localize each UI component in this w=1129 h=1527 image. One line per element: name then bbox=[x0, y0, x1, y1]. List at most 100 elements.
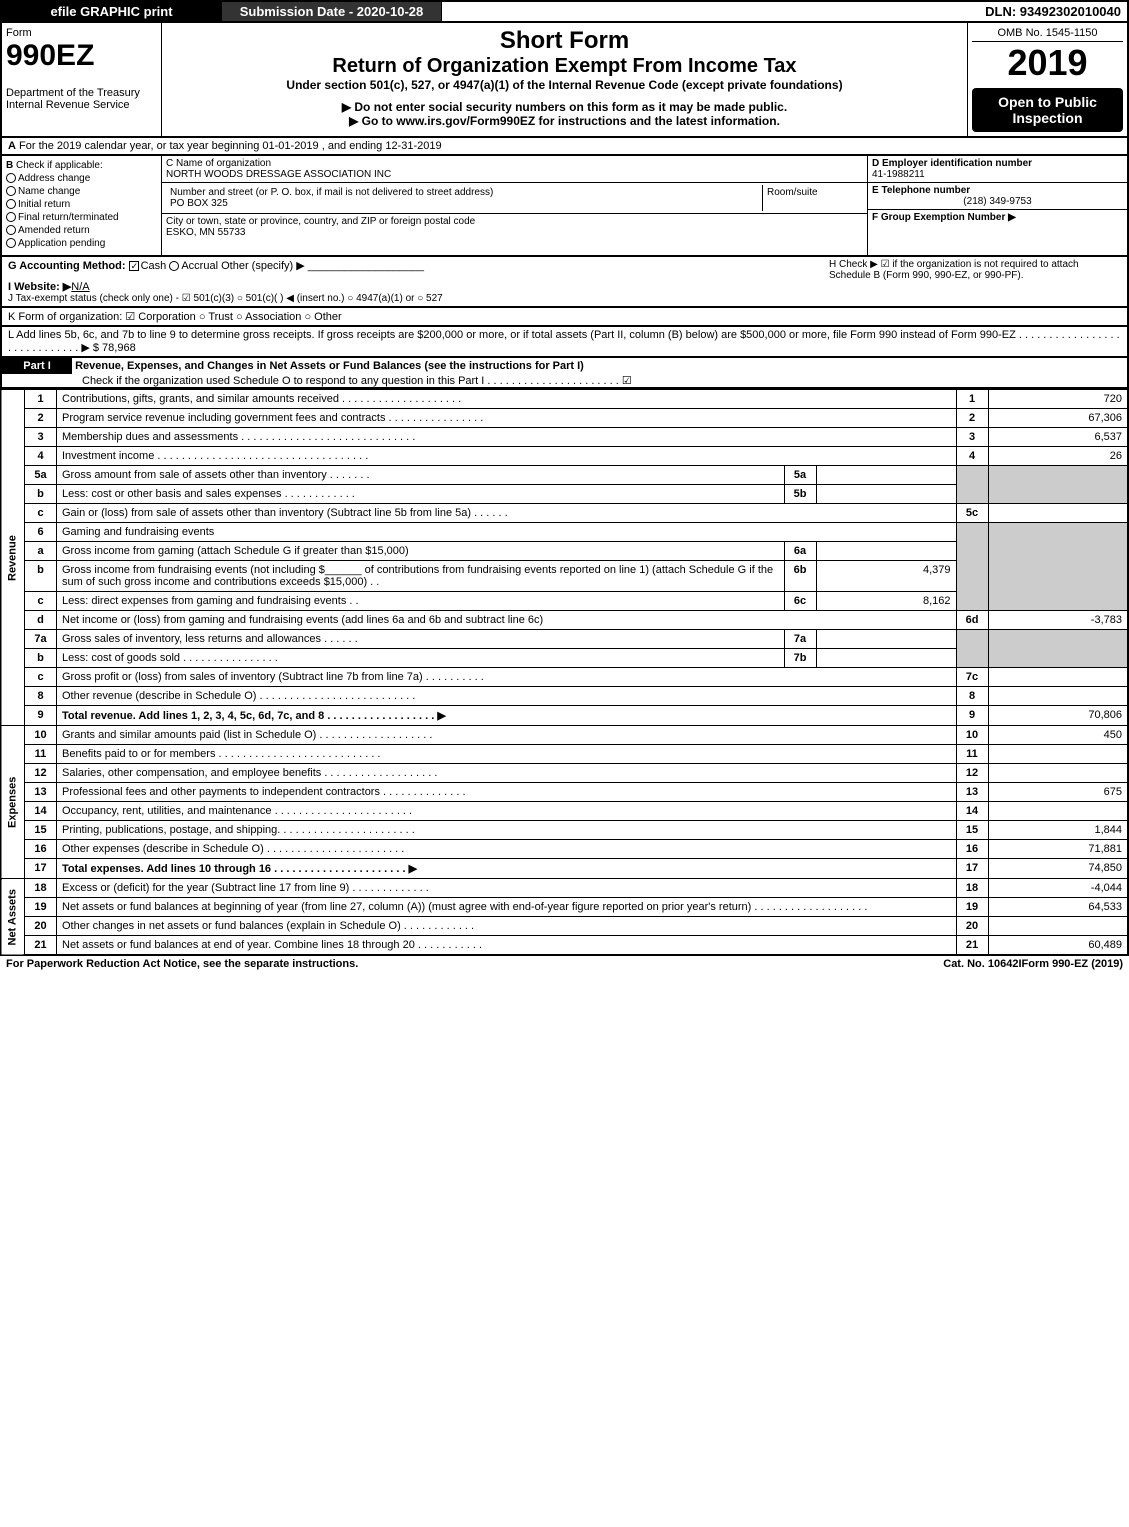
chk-accrual[interactable] bbox=[169, 261, 179, 271]
line-3-desc: Membership dues and assessments . . . . … bbox=[57, 428, 957, 447]
line-1-desc: Contributions, gifts, grants, and simila… bbox=[57, 390, 957, 409]
page-footer: For Paperwork Reduction Act Notice, see … bbox=[0, 956, 1129, 972]
line-19-amt: 64,533 bbox=[988, 898, 1128, 917]
line-17-amt: 74,850 bbox=[988, 859, 1128, 879]
ein-label: D Employer identification number bbox=[872, 158, 1032, 169]
line-1-num: 1 bbox=[25, 390, 57, 409]
website-label: I Website: ▶ bbox=[8, 281, 71, 293]
entity-info: B Check if applicable: Address change Na… bbox=[0, 156, 1129, 257]
pra-notice: For Paperwork Reduction Act Notice, see … bbox=[6, 958, 943, 970]
chk-application-pending[interactable]: Application pending bbox=[6, 238, 157, 249]
form-number: 990EZ bbox=[6, 39, 157, 73]
line-10-amt: 450 bbox=[988, 726, 1128, 745]
chk-name-change[interactable]: Name change bbox=[6, 186, 157, 197]
line-6c-amt: 8,162 bbox=[816, 592, 956, 611]
line-9-amt: 70,806 bbox=[988, 706, 1128, 726]
cash-label: Cash bbox=[141, 260, 167, 272]
line-21-desc: Net assets or fund balances at end of ye… bbox=[57, 936, 957, 956]
line-6b-amt: 4,379 bbox=[816, 561, 956, 592]
open-public-inspection: Open to Public Inspection bbox=[972, 88, 1123, 132]
omb-number: OMB No. 1545-1150 bbox=[972, 27, 1123, 42]
line-5c-amt bbox=[988, 504, 1128, 523]
dln: DLN: 93492302010040 bbox=[979, 2, 1127, 21]
return-title: Return of Organization Exempt From Incom… bbox=[166, 55, 963, 78]
irs-label: Internal Revenue Service bbox=[6, 99, 157, 111]
line-20-amt bbox=[988, 917, 1128, 936]
city-label: City or town, state or province, country… bbox=[166, 216, 863, 227]
netassets-section-label: Net Assets bbox=[1, 879, 25, 956]
line-4-desc: Investment income . . . . . . . . . . . … bbox=[57, 447, 957, 466]
goto-link[interactable]: ▶ Go to www.irs.gov/Form990EZ for instru… bbox=[166, 114, 963, 128]
line-7c-amt bbox=[988, 668, 1128, 687]
city-value: ESKO, MN 55733 bbox=[166, 227, 863, 238]
form-header: Form 990EZ Department of the Treasury In… bbox=[0, 23, 1129, 138]
line-3-amt: 6,537 bbox=[988, 428, 1128, 447]
under-section: Under section 501(c), 527, or 4947(a)(1)… bbox=[166, 78, 963, 92]
tax-year: 2019 bbox=[972, 42, 1123, 84]
line-17-desc: Total expenses. Add lines 10 through 16 … bbox=[57, 859, 957, 879]
line-6d-amt: -3,783 bbox=[988, 611, 1128, 630]
chk-initial-return[interactable]: Initial return bbox=[6, 199, 157, 210]
accrual-label: Accrual bbox=[181, 260, 218, 272]
part-i-title: Revenue, Expenses, and Changes in Net As… bbox=[75, 360, 584, 372]
short-form-title: Short Form bbox=[166, 27, 963, 55]
form-word: Form bbox=[6, 27, 157, 39]
line-10-desc: Grants and similar amounts paid (list in… bbox=[57, 726, 957, 745]
efile-button[interactable]: efile GRAPHIC print bbox=[2, 2, 222, 21]
line-1-ref: 1 bbox=[956, 390, 988, 409]
financial-table: Revenue 1Contributions, gifts, grants, a… bbox=[0, 389, 1129, 956]
accounting-method-label: G Accounting Method: bbox=[8, 260, 126, 272]
chk-cash[interactable] bbox=[129, 261, 139, 271]
line-5c-desc: Gain or (loss) from sale of assets other… bbox=[57, 504, 957, 523]
line-5b-desc: Less: cost or other basis and sales expe… bbox=[57, 485, 785, 504]
line-12-desc: Salaries, other compensation, and employ… bbox=[57, 764, 957, 783]
street-value: PO BOX 325 bbox=[170, 198, 758, 209]
chk-final-return[interactable]: Final return/terminated bbox=[6, 212, 157, 223]
line-2-desc: Program service revenue including govern… bbox=[57, 409, 957, 428]
line-7a-amt bbox=[816, 630, 956, 649]
section-h: H Check ▶ ☑ if the organization is not r… bbox=[821, 259, 1121, 304]
line-18-amt: -4,044 bbox=[988, 879, 1128, 898]
line-2-amt: 67,306 bbox=[988, 409, 1128, 428]
line-7a-desc: Gross sales of inventory, less returns a… bbox=[57, 630, 785, 649]
phone-value: (218) 349-9753 bbox=[872, 196, 1123, 207]
part-i-label: Part I bbox=[2, 358, 72, 374]
line-8-amt bbox=[988, 687, 1128, 706]
other-specify: Other (specify) ▶ bbox=[221, 260, 305, 272]
tax-exempt-status: J Tax-exempt status (check only one) - ☑… bbox=[8, 293, 821, 304]
line-5b-amt bbox=[816, 485, 956, 504]
ein-value: 41-1988211 bbox=[872, 169, 925, 180]
section-l: L Add lines 5b, 6c, and 7b to line 9 to … bbox=[0, 327, 1129, 358]
line-13-amt: 675 bbox=[988, 783, 1128, 802]
cat-number: Cat. No. 10642I bbox=[943, 958, 1021, 970]
chk-amended-return[interactable]: Amended return bbox=[6, 225, 157, 236]
line-11-desc: Benefits paid to or for members . . . . … bbox=[57, 745, 957, 764]
line-12-amt bbox=[988, 764, 1128, 783]
ssn-warning: ▶ Do not enter social security numbers o… bbox=[166, 100, 963, 114]
period-text: For the 2019 calendar year, or tax year … bbox=[19, 140, 442, 152]
line-8-desc: Other revenue (describe in Schedule O) .… bbox=[57, 687, 957, 706]
revenue-section-label: Revenue bbox=[1, 390, 25, 726]
submission-date: Submission Date - 2020-10-28 bbox=[222, 2, 442, 21]
website-value: N/A bbox=[71, 281, 89, 293]
org-name: NORTH WOODS DRESSAGE ASSOCIATION INC bbox=[166, 169, 863, 180]
top-bar: efile GRAPHIC print Submission Date - 20… bbox=[0, 0, 1129, 23]
line-6-desc: Gaming and fundraising events bbox=[57, 523, 957, 542]
line-6c-desc: Less: direct expenses from gaming and fu… bbox=[57, 592, 785, 611]
line-7b-desc: Less: cost of goods sold . . . . . . . .… bbox=[57, 649, 785, 668]
line-11-amt bbox=[988, 745, 1128, 764]
dept-treasury: Department of the Treasury bbox=[6, 87, 157, 99]
line-6b-desc: Gross income from fundraising events (no… bbox=[57, 561, 785, 592]
line-6d-desc: Net income or (loss) from gaming and fun… bbox=[57, 611, 957, 630]
line-15-desc: Printing, publications, postage, and shi… bbox=[57, 821, 957, 840]
line-4-amt: 26 bbox=[988, 447, 1128, 466]
chk-address-change[interactable]: Address change bbox=[6, 173, 157, 184]
line-16-amt: 71,881 bbox=[988, 840, 1128, 859]
line-6a-desc: Gross income from gaming (attach Schedul… bbox=[57, 542, 785, 561]
part-i-header: Part I Revenue, Expenses, and Changes in… bbox=[0, 358, 1129, 389]
expenses-section-label: Expenses bbox=[1, 726, 25, 879]
line-21-amt: 60,489 bbox=[988, 936, 1128, 956]
line-6a-amt bbox=[816, 542, 956, 561]
line-7c-desc: Gross profit or (loss) from sales of inv… bbox=[57, 668, 957, 687]
section-g-h: G Accounting Method: Cash Accrual Other … bbox=[0, 257, 1129, 308]
